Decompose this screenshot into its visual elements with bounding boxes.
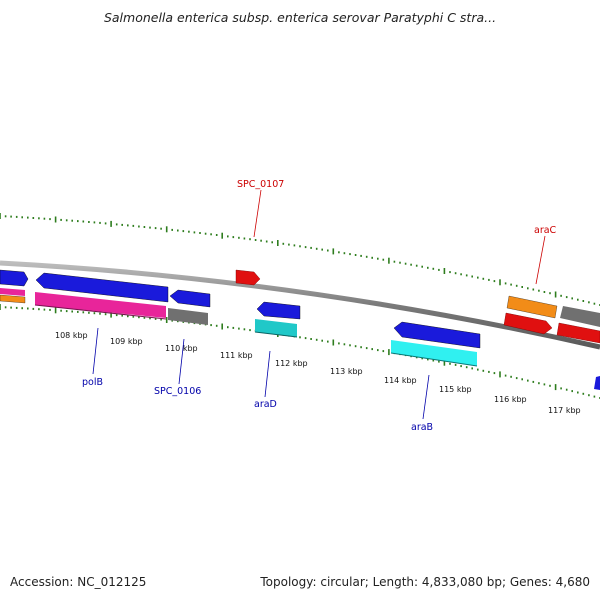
feature-far-right-blue[interactable] [594,376,600,390]
feature-SPC_0106-gray[interactable] [168,308,208,325]
tick-label: 113 kbp [330,367,363,376]
gene-label-SPC_0106[interactable]: SPC_0106 [154,386,201,397]
feature-left-blue-edge[interactable] [0,269,29,287]
tick-label: 111 kbp [220,351,253,360]
leader-line-SPC_0107 [253,189,262,238]
feature-araD-cyan[interactable] [255,319,297,337]
features [0,269,600,390]
leader-line-SPC_0106 [178,338,185,385]
accession-label: Accession: NC_012125 [10,575,147,589]
feature-araC[interactable] [506,295,558,319]
feature-right-gray[interactable] [560,306,600,327]
tick-label: 108 kbp [55,331,88,340]
feature-araD[interactable] [256,301,301,320]
feature-left-orange-edge[interactable] [0,294,26,304]
genome-summary: Topology: circular; Length: 4,833,080 bp… [260,575,590,589]
tick-labels: 108 kbp 109 kbp 110 kbp 111 kbp 112 kbp … [55,331,581,415]
tick-label: 109 kbp [110,337,143,346]
tick-label: 114 kbp [384,376,417,385]
feature-araB[interactable] [393,321,481,349]
feature-araC-red[interactable] [503,312,553,335]
leader-line-araD [264,350,271,398]
tick-label: 110 kbp [165,344,198,353]
feature-polB[interactable] [35,272,169,303]
feature-SPC_0106[interactable] [169,289,211,308]
map-title: Salmonella enterica subsp. enterica sero… [103,10,497,25]
leader-line-polB [92,327,99,375]
feature-left-pink-edge[interactable] [0,288,25,296]
gene-label-araD[interactable]: araD [254,399,277,410]
backbone [0,260,600,350]
feature-polB-pink[interactable] [35,292,166,318]
gene-labels: SPC_0107 araC polB SPC_0106 araD araB [82,179,557,433]
tick-label: 112 kbp [275,359,308,368]
outer-tick-track [0,213,600,306]
tick-label: 117 kbp [548,406,581,415]
gene-label-araB[interactable]: araB [411,422,433,433]
feature-SPC_0107[interactable] [235,269,261,286]
gene-label-SPC_0107[interactable]: SPC_0107 [237,179,284,190]
leader-line-araC [535,235,546,285]
feature-araB-cyan[interactable] [391,340,477,366]
tick-label: 116 kbp [494,395,527,404]
leader-line-araB [422,374,430,420]
gene-label-araC[interactable]: araC [534,225,557,236]
feature-right-red[interactable] [556,322,600,344]
gene-label-polB[interactable]: polB [82,377,103,388]
leader-lines [92,189,546,420]
tick-label: 115 kbp [439,385,472,394]
